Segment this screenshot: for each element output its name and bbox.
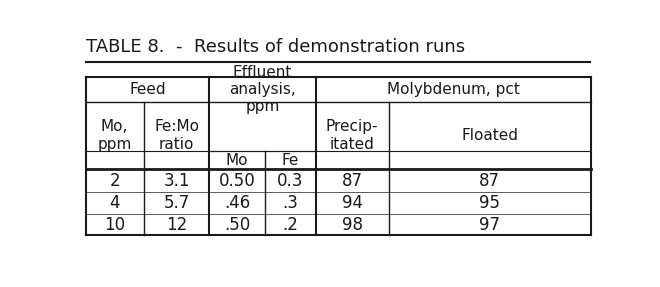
Text: 2: 2	[110, 172, 120, 190]
Text: 87: 87	[342, 172, 362, 190]
Text: 5.7: 5.7	[164, 194, 189, 212]
Text: Fe: Fe	[282, 153, 299, 168]
Text: 4: 4	[110, 194, 120, 212]
Text: 98: 98	[342, 216, 362, 234]
Text: .46: .46	[224, 194, 250, 212]
Text: Fe:Mo
ratio: Fe:Mo ratio	[154, 119, 199, 152]
Text: Effluent
analysis,
ppm: Effluent analysis, ppm	[229, 65, 296, 115]
Text: .3: .3	[282, 194, 298, 212]
Text: .50: .50	[224, 216, 250, 234]
Text: 97: 97	[479, 216, 500, 234]
Text: Precip-
itated: Precip- itated	[326, 119, 378, 152]
Text: 3.1: 3.1	[163, 172, 190, 190]
Text: Feed: Feed	[129, 82, 166, 97]
Text: 94: 94	[342, 194, 362, 212]
Text: Mo,
ppm: Mo, ppm	[98, 119, 132, 152]
Text: Floated: Floated	[461, 128, 518, 143]
Text: 10: 10	[104, 216, 125, 234]
Text: 12: 12	[166, 216, 187, 234]
Text: TABLE 8.  -  Results of demonstration runs: TABLE 8. - Results of demonstration runs	[86, 38, 465, 56]
Text: .2: .2	[282, 216, 298, 234]
Text: 87: 87	[479, 172, 500, 190]
Text: Mo: Mo	[226, 153, 248, 168]
Text: 0.50: 0.50	[219, 172, 255, 190]
Text: Molybdenum, pct: Molybdenum, pct	[387, 82, 519, 97]
Text: 0.3: 0.3	[277, 172, 304, 190]
Text: 95: 95	[479, 194, 500, 212]
